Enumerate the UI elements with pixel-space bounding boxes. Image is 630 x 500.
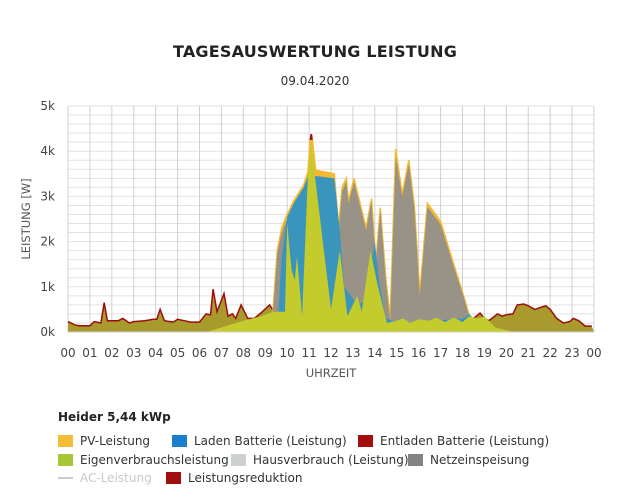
x-axis-label: UHRZEIT (306, 366, 358, 380)
x-tick-label: 04 (148, 346, 163, 360)
x-tick-label: 05 (170, 346, 185, 360)
legend-swatch (172, 435, 187, 447)
x-tick-label: 07 (214, 346, 229, 360)
legend-label: Eigenverbrauchsleistung (80, 453, 229, 467)
y-tick-label: 2k (40, 235, 55, 249)
legend-item[interactable]: AC-Leistung (58, 471, 152, 485)
legend-swatch (358, 435, 373, 447)
legend-item[interactable]: PV-Leistung (58, 434, 150, 448)
legend-swatch (166, 472, 181, 484)
legend-swatch (231, 454, 246, 466)
y-tick-label: 1k (40, 280, 55, 294)
legend-label: Leistungsreduktion (188, 471, 303, 485)
x-tick-label: 11 (301, 346, 316, 360)
x-tick-label: 00 (586, 346, 601, 360)
legend-label: Hausverbrauch (Leistung) (253, 453, 409, 467)
legend-item[interactable]: Hausverbrauch (Leistung) (231, 453, 409, 467)
legend-swatch (58, 477, 73, 479)
legend-label: Laden Batterie (Leistung) (194, 434, 347, 448)
line-entladen (67, 288, 275, 327)
legend-item[interactable]: Eigenverbrauchsleistung (58, 453, 229, 467)
x-tick-label: 13 (345, 346, 360, 360)
y-tick-label: 4k (40, 144, 55, 158)
x-tick-label: 06 (192, 346, 207, 360)
x-tick-label: 00 (60, 346, 75, 360)
legend-label: Entladen Batterie (Leistung) (380, 434, 550, 448)
x-tick-label: 18 (455, 346, 470, 360)
x-tick-label: 08 (236, 346, 251, 360)
chart-title: TAGESAUSWERTUNG LEISTUNG (172, 42, 458, 61)
x-tick-label: 16 (411, 346, 426, 360)
plot-area: 00 01 02 03 04 05 06 07 08 09 10 11 12 13 14 15 16 17 18 19… (19, 99, 602, 380)
x-tick-label: 23 (564, 346, 579, 360)
peak-marker (309, 134, 313, 140)
legend-label: Netzeinspeisung (430, 453, 530, 467)
y-axis-label: LEISTUNG [W] (19, 178, 33, 259)
legend-label: PV-Leistung (80, 434, 151, 448)
x-tick-label: 03 (126, 346, 141, 360)
legend-swatch (58, 435, 73, 447)
x-tick-label: 01 (82, 346, 97, 360)
x-tick-label: 21 (521, 346, 536, 360)
legend-swatch (58, 454, 73, 466)
y-tick-label: 3k (40, 189, 55, 203)
legend-title: Heider 5,44 kWp (58, 410, 171, 424)
x-tick-label: 14 (367, 346, 382, 360)
legend-item[interactable]: Entladen Batterie (Leistung) (358, 434, 549, 448)
legend-item[interactable]: Leistungsreduktion (166, 471, 302, 485)
legend-item[interactable]: Netzeinspeisung (408, 453, 529, 467)
x-tick-label: 09 (258, 346, 273, 360)
x-tick-label: 02 (104, 346, 119, 360)
legend-swatch (408, 454, 423, 466)
x-tick-label: 19 (477, 346, 492, 360)
x-tick-label: 20 (499, 346, 514, 360)
y-tick-label: 5k (40, 99, 55, 113)
legend-item[interactable]: Laden Batterie (Leistung) (172, 434, 347, 448)
x-tick-label: 10 (280, 346, 295, 360)
y-tick-label: 0k (40, 325, 55, 339)
chart-subtitle: 09.04.2020 (280, 74, 350, 88)
legend-label: AC-Leistung (80, 471, 152, 485)
x-tick-label: 17 (433, 346, 448, 360)
x-tick-label: 22 (543, 346, 558, 360)
x-tick-label: 12 (323, 346, 338, 360)
line-pv (271, 139, 475, 333)
x-tick-label: 15 (389, 346, 404, 360)
